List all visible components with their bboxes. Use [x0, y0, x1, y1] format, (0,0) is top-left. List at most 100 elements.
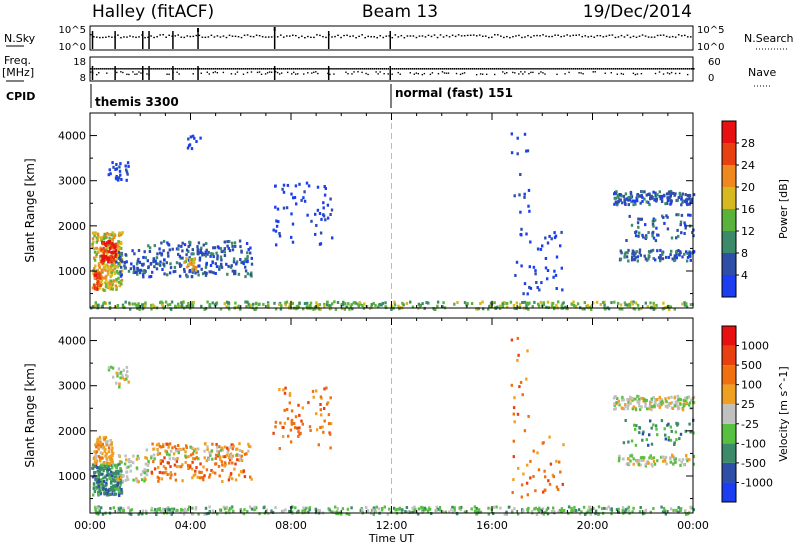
scatter-cell	[551, 301, 555, 305]
scatter-cell	[613, 402, 616, 406]
scatter-cell	[676, 404, 679, 408]
scatter-cell	[199, 251, 202, 255]
nsky-point	[204, 36, 207, 39]
scatter-cell	[639, 408, 642, 412]
scatter-cell	[230, 264, 233, 268]
scatter-cell	[106, 266, 109, 270]
scatter-cell	[94, 264, 97, 268]
scatter-cell	[684, 429, 687, 433]
freq-point	[471, 68, 474, 70]
scatter-cell	[215, 251, 218, 255]
scatter-cell	[670, 429, 673, 433]
freq-point	[590, 68, 593, 70]
scatter-cell	[309, 429, 312, 432]
scatter-cell	[673, 404, 676, 408]
scatter-cell	[278, 232, 281, 235]
nsky-point	[524, 36, 526, 38]
scatter-cell	[303, 190, 306, 194]
nsky-point	[276, 36, 279, 38]
scatter-cell	[301, 422, 304, 426]
scatter-cell	[171, 507, 174, 511]
scatter-cell	[255, 506, 258, 510]
scatter-cell	[153, 457, 156, 461]
scatter-cell	[616, 301, 620, 305]
scatter-cell	[212, 255, 215, 259]
scatter-cell	[526, 349, 529, 353]
nave-point	[98, 72, 100, 74]
scatter-cell	[294, 506, 297, 510]
scatter-cell	[180, 303, 184, 307]
scatter-cell	[92, 240, 95, 244]
scatter-cell	[636, 394, 639, 398]
scatter-cell	[682, 404, 685, 408]
scatter-cell	[174, 304, 177, 308]
scatter-cell	[135, 478, 138, 482]
scatter-cell	[141, 512, 144, 516]
nave-point	[578, 72, 580, 74]
scatter-cell	[193, 136, 196, 140]
scatter-cell	[166, 452, 169, 456]
scatter-cell	[185, 275, 189, 279]
scatter-cell	[192, 265, 196, 269]
scatter-cell	[278, 234, 282, 238]
scatter-cell	[557, 300, 560, 304]
scatter-cell	[311, 389, 315, 393]
scatter-cell	[152, 453, 156, 457]
scatter-cell	[300, 198, 303, 202]
scatter-cell	[126, 161, 130, 165]
scatter-cell	[234, 301, 237, 305]
scatter-cell	[140, 473, 143, 477]
scatter-cell	[110, 260, 113, 264]
scatter-cell	[636, 259, 639, 263]
scatter-cell	[119, 274, 123, 278]
nave-point	[311, 72, 313, 74]
scatter-cell	[658, 405, 661, 409]
nave-point	[459, 73, 462, 76]
scatter-cell	[111, 237, 114, 241]
scatter-cell	[124, 300, 127, 304]
scatter-cell	[505, 510, 508, 514]
scatter-cell	[97, 473, 101, 477]
scatter-cell	[681, 255, 684, 259]
scatter-cell	[406, 510, 409, 514]
nave-point	[200, 72, 202, 74]
scatter-cell	[125, 458, 128, 462]
scatter-cell	[95, 441, 99, 445]
scatter-cell	[101, 452, 104, 456]
scatter-cell	[627, 203, 630, 207]
nave-point	[291, 73, 293, 75]
scatter-cell	[110, 485, 113, 489]
nave-point	[375, 71, 377, 73]
scatter-cell	[510, 338, 514, 342]
scatter-cell	[677, 406, 681, 410]
scatter-cell	[173, 265, 177, 269]
scatter-cell	[675, 236, 678, 240]
freq-point	[576, 68, 579, 70]
nsky-point	[328, 34, 330, 36]
nsky-point	[352, 35, 354, 37]
nsky-panel	[89, 25, 694, 51]
nsky-point	[572, 34, 574, 37]
scatter-cell	[96, 276, 100, 280]
scatter-cell	[636, 195, 640, 199]
scatter-cell	[132, 265, 135, 269]
scatter-cell	[155, 443, 159, 447]
scatter-cell	[529, 459, 532, 463]
freq-point	[500, 68, 502, 70]
colorbar-segment	[722, 404, 736, 424]
scatter-cell	[523, 192, 526, 196]
scatter-cell	[178, 254, 182, 258]
scatter-cell	[548, 234, 551, 238]
scatter-cell	[644, 301, 647, 305]
nave-point	[441, 71, 444, 73]
scatter-cell	[94, 443, 97, 447]
scatter-cell	[163, 471, 166, 475]
scatter-cell	[669, 253, 672, 257]
scatter-cell	[99, 482, 102, 486]
freq-point	[403, 68, 406, 70]
scatter-cell	[114, 253, 118, 256]
scatter-cell	[664, 397, 667, 401]
scatter-cell	[185, 510, 188, 514]
nsky-point	[135, 36, 137, 39]
scatter-cell	[211, 301, 214, 305]
